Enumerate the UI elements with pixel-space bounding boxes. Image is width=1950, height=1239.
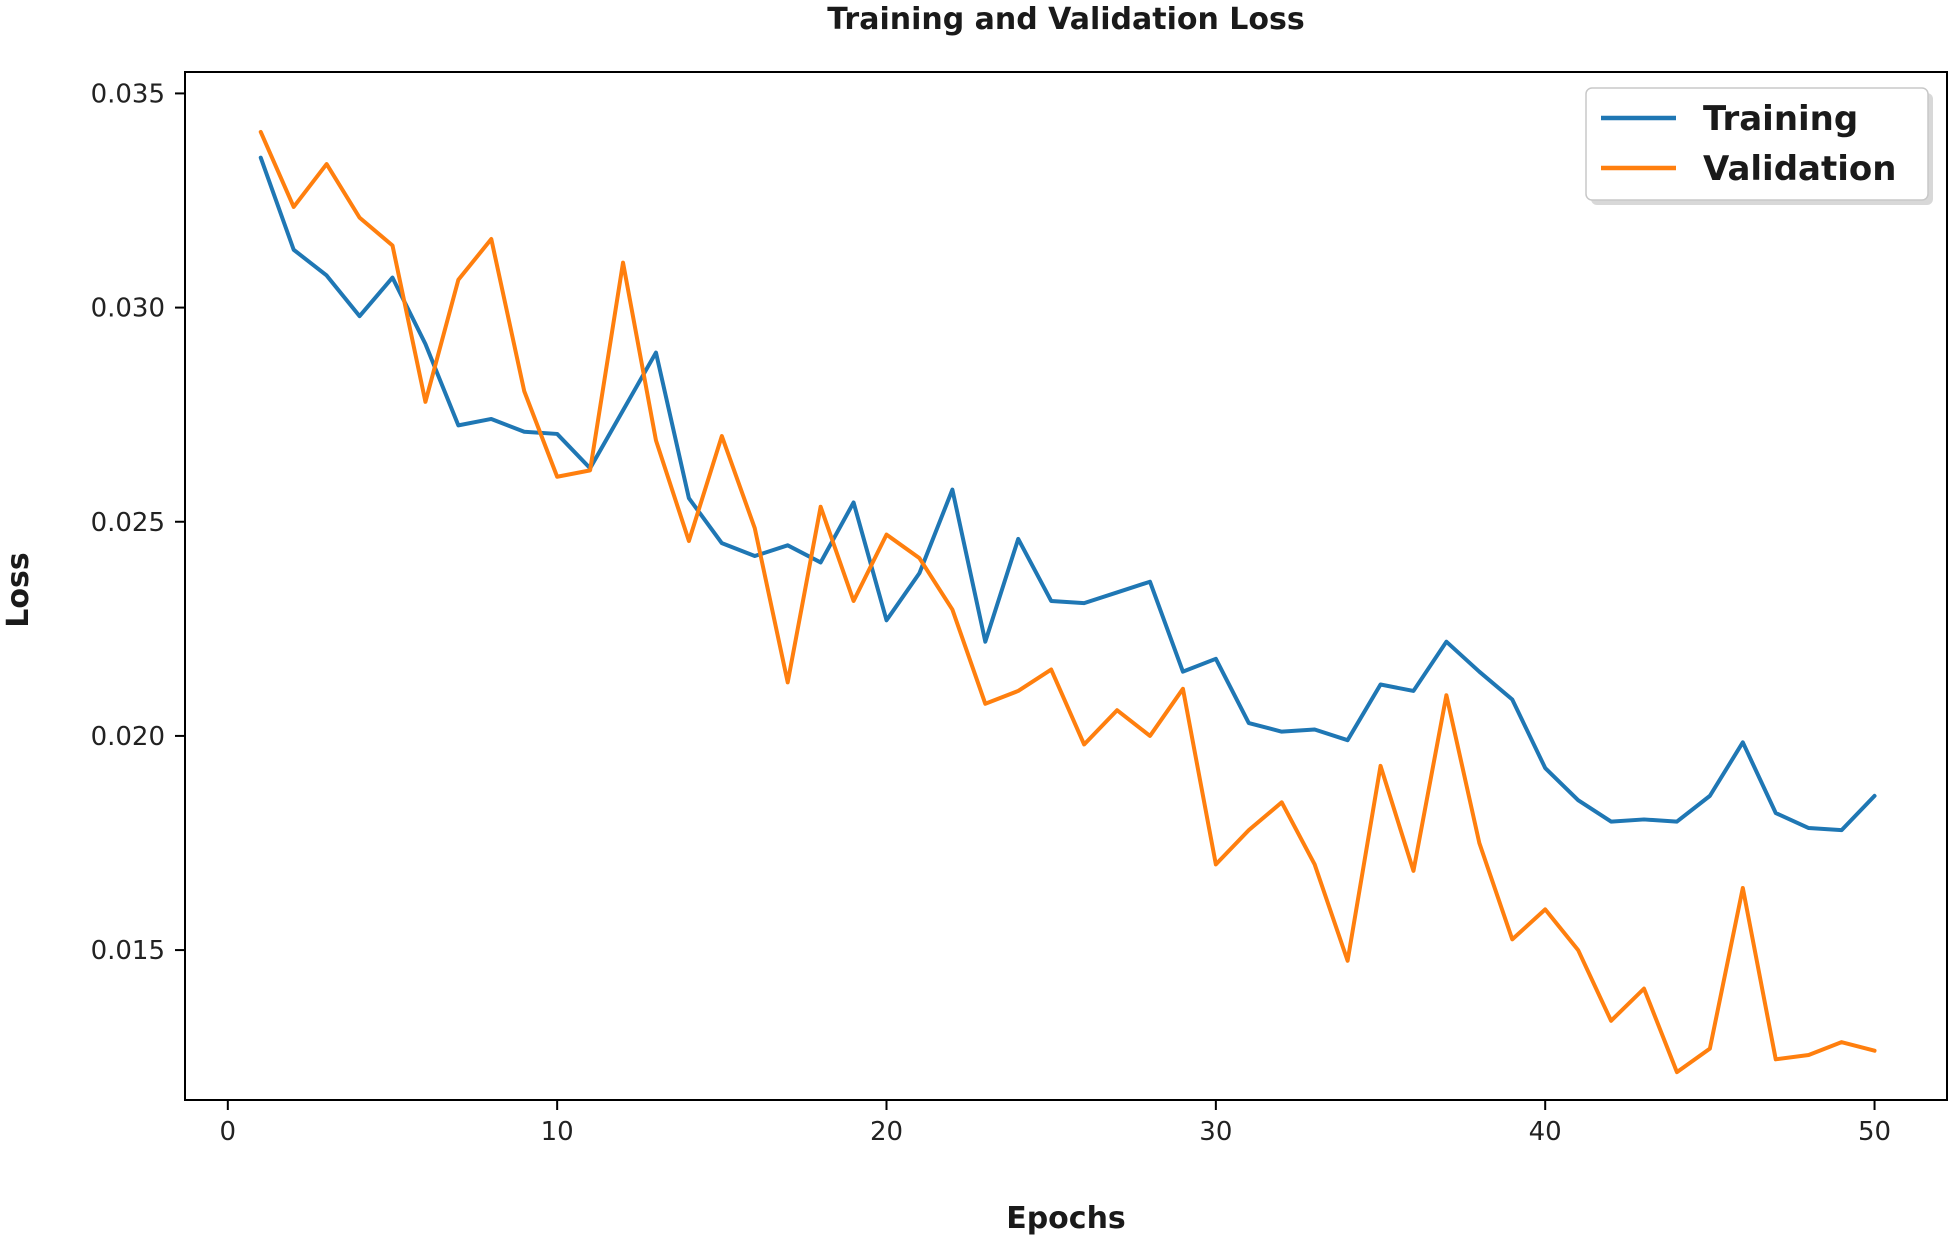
series-line-training [258, 155, 1877, 833]
legend-label-validation: Validation [1703, 149, 1896, 189]
y-axis-ticks: 0.015 0.020 0.025 0.030 0.035 [91, 79, 185, 966]
y-axis-label: Loss [1, 552, 36, 627]
plot-frame [184, 71, 1948, 1101]
y-tick-label: 0.015 [91, 936, 165, 966]
y-tick-label: 0.030 [91, 294, 165, 324]
x-axis-label: Epochs [1006, 1201, 1126, 1236]
series-line-validation [258, 129, 1877, 1075]
x-tick-label: 50 [1858, 1117, 1891, 1147]
x-tick-label: 0 [220, 1117, 237, 1147]
y-tick-label: 0.020 [91, 722, 165, 752]
x-tick-label: 30 [1199, 1117, 1232, 1147]
x-axis-ticks: 0 10 20 30 40 50 [220, 1100, 1891, 1147]
y-tick-label: 0.035 [91, 79, 165, 109]
legend-label-training: Training [1703, 99, 1858, 139]
x-tick-label: 10 [541, 1117, 574, 1147]
legend: Training Validation [1585, 87, 1933, 205]
x-tick-label: 20 [870, 1117, 903, 1147]
y-tick-label: 0.025 [91, 508, 165, 538]
chart-title: Training and Validation Loss [827, 2, 1305, 37]
plot-lines [258, 129, 1877, 1075]
x-tick-label: 40 [1529, 1117, 1562, 1147]
